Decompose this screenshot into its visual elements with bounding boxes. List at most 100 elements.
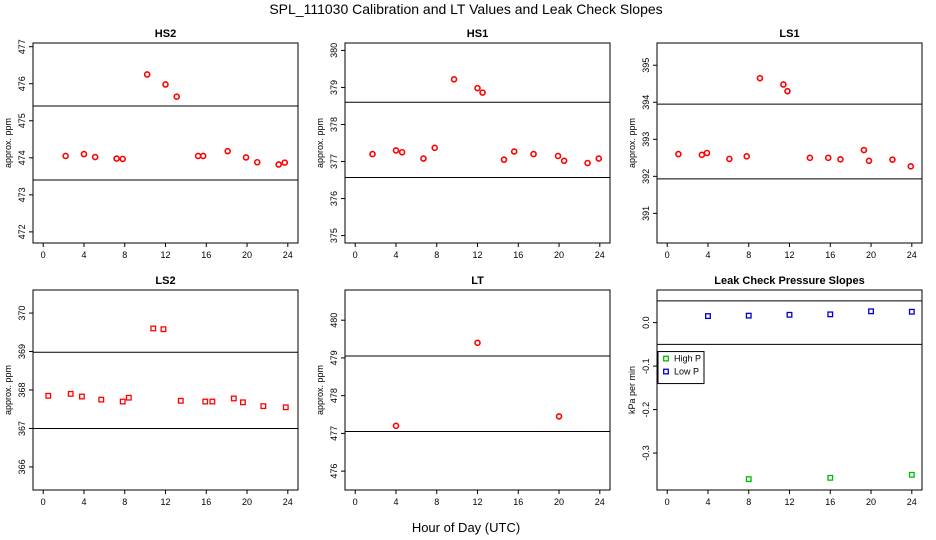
data-point xyxy=(143,71,151,78)
x-tick-label: 12 xyxy=(472,497,482,507)
series-lt xyxy=(392,339,563,430)
legend-marker xyxy=(663,368,669,375)
y-tick-label: 366 xyxy=(17,459,27,474)
legend-label: Low P xyxy=(674,367,699,377)
panel-title: LS1 xyxy=(779,28,799,40)
panel-ls2: LS2 0 4 8 12 16 20 24 366 367 368 369 370 approx. ppm xyxy=(3,275,299,507)
data-point xyxy=(420,155,427,162)
data-point xyxy=(45,392,52,399)
data-point xyxy=(698,151,706,159)
data-point xyxy=(98,396,105,403)
data-point xyxy=(431,144,438,152)
legend-marker xyxy=(663,355,669,362)
plot-frame xyxy=(344,289,611,491)
data-point xyxy=(908,308,915,315)
data-point xyxy=(786,311,793,318)
data-point xyxy=(275,161,282,168)
y-tick-label: 478 xyxy=(329,388,339,403)
x-tick-label: 0 xyxy=(665,497,670,507)
x-tick-label: 24 xyxy=(283,250,293,260)
y-tick-label: -0.2 xyxy=(641,402,651,418)
plot-frame xyxy=(32,42,299,244)
data-point xyxy=(837,155,844,163)
series-hs2 xyxy=(62,71,289,168)
x-tick-label: 20 xyxy=(554,497,564,507)
data-point xyxy=(756,74,764,82)
data-point xyxy=(824,154,832,162)
y-tick-label: 391 xyxy=(641,206,651,221)
data-point xyxy=(162,81,169,88)
x-tick-label: 0 xyxy=(665,250,670,260)
data-point xyxy=(450,75,458,83)
y-tick-label: 369 xyxy=(17,344,27,359)
plot-frame xyxy=(656,42,923,244)
y-axis-label: approx. ppm xyxy=(315,365,325,415)
data-point xyxy=(369,150,376,158)
x-tick-label: 8 xyxy=(122,497,127,507)
x-tick-label: 24 xyxy=(907,497,917,507)
panel-title: HS1 xyxy=(467,28,488,40)
y-axis-label: approx. ppm xyxy=(3,365,13,415)
y-tick-label: 476 xyxy=(329,464,339,479)
plot-frame xyxy=(32,289,299,491)
data-point xyxy=(745,312,752,319)
y-tick-label: 477 xyxy=(329,426,339,441)
data-point xyxy=(703,149,711,157)
data-point xyxy=(202,398,209,405)
y-tick-label: 370 xyxy=(17,306,27,321)
y-tick-label: 480 xyxy=(329,313,339,328)
y-tick-label: 376 xyxy=(329,191,339,206)
data-point xyxy=(392,147,400,154)
data-point xyxy=(474,84,481,92)
data-point xyxy=(78,393,85,400)
data-point xyxy=(173,93,181,101)
data-point xyxy=(907,163,915,170)
data-point xyxy=(119,155,126,163)
data-point xyxy=(555,413,563,420)
x-axis-label: Hour of Day (UTC) xyxy=(412,520,520,535)
data-point xyxy=(62,152,69,160)
panel-title: Leak Check Pressure Slopes xyxy=(714,275,864,287)
data-point xyxy=(675,150,682,158)
data-point xyxy=(743,153,750,160)
data-point xyxy=(474,339,481,347)
data-point xyxy=(282,404,289,411)
data-point xyxy=(242,154,250,161)
data-point xyxy=(860,146,868,154)
data-point xyxy=(827,474,834,481)
x-tick-label: 24 xyxy=(283,497,293,507)
data-point xyxy=(865,157,873,165)
x-tick-label: 16 xyxy=(201,497,211,507)
x-tick-label: 16 xyxy=(513,497,523,507)
x-tick-label: 8 xyxy=(434,497,439,507)
data-point xyxy=(784,87,791,95)
x-tick-label: 4 xyxy=(81,497,86,507)
y-tick-label: 393 xyxy=(641,132,651,147)
panel-title: LT xyxy=(471,275,484,287)
data-point xyxy=(726,155,733,163)
legend-label: High P xyxy=(674,354,701,364)
data-point xyxy=(253,158,261,166)
data-point xyxy=(827,311,834,318)
data-point xyxy=(868,308,874,315)
y-tick-label: 392 xyxy=(641,169,651,184)
panels: HS2 0 4 8 12 16 20 24 472 473 474 475 476 477 approx. … xyxy=(3,28,923,507)
x-tick-label: 12 xyxy=(160,250,170,260)
data-point xyxy=(113,155,120,162)
panel-title: HS2 xyxy=(155,28,176,40)
y-tick-label: 475 xyxy=(17,113,27,128)
x-tick-label: 20 xyxy=(242,497,252,507)
data-point xyxy=(67,390,74,397)
data-point xyxy=(560,157,568,165)
series-high-p xyxy=(745,471,915,483)
data-point xyxy=(584,159,591,167)
x-tick-label: 16 xyxy=(825,250,835,260)
data-point xyxy=(209,398,216,405)
panel-lt: LT 0 4 8 12 16 20 24 476 477 478 479 480 approx. ppm xyxy=(315,275,611,507)
series-ls2 xyxy=(45,325,289,411)
x-tick-label: 20 xyxy=(554,250,564,260)
x-tick-label: 4 xyxy=(705,250,710,260)
panel-leak-check-pressure-slopes: Leak Check Pressure Slopes 0 4 8 12 16 20 24 0.0… xyxy=(627,275,923,507)
x-tick-label: 16 xyxy=(825,497,835,507)
plot-frame xyxy=(656,289,923,491)
